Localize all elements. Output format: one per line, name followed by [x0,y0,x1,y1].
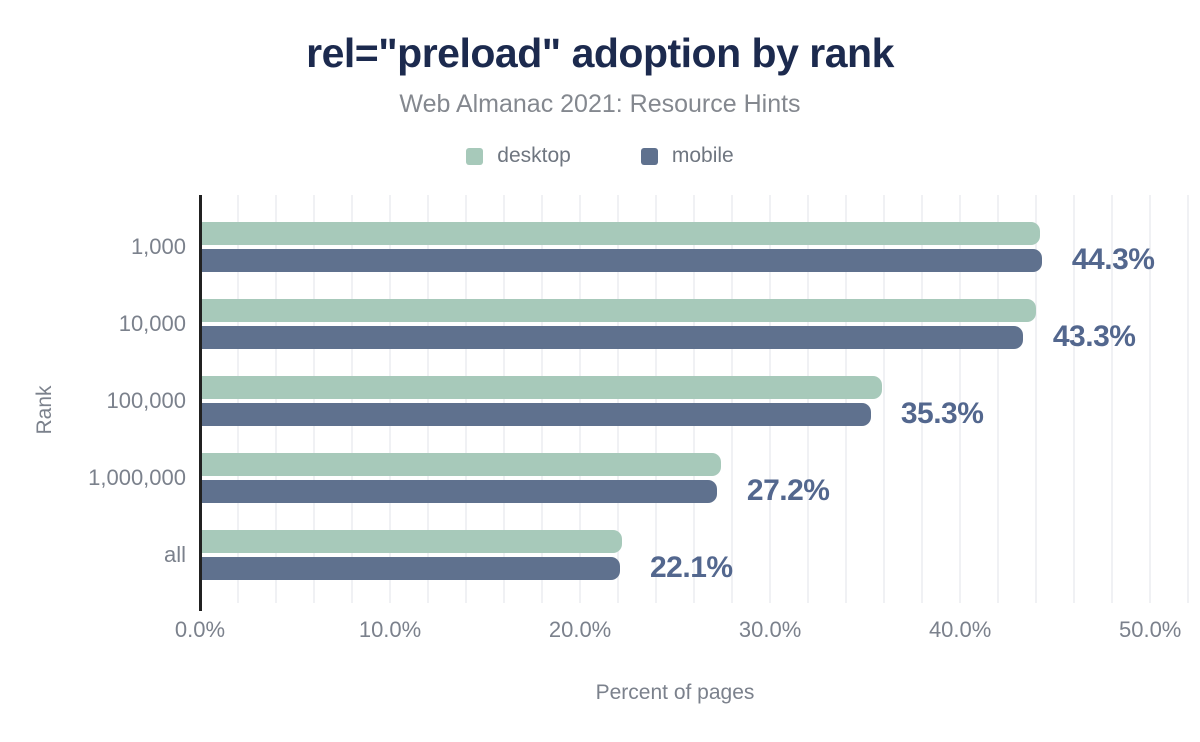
legend-label-mobile: mobile [671,144,734,167]
value-label-all: 22.1% [649,551,733,585]
x-axis-title: Percent of pages [595,681,755,704]
bar-mobile-1000000[interactable] [202,480,717,504]
legend-swatch-mobile-icon [640,147,658,165]
gridline [997,195,1000,603]
legend-swatch-desktop-icon [466,147,484,165]
value-label-10000: 43.3% [1052,320,1136,354]
y-tick-label-1000000: 1,000,000 [88,465,186,491]
y-tick-label-1000: 1,000 [130,234,186,259]
x-tick-label-20: 20.0% [548,617,612,642]
bar-mobile-100000[interactable] [202,403,871,427]
y-tick-label-10000: 10,000 [118,311,186,337]
bar-desktop-1000000[interactable] [202,453,721,477]
bar-mobile-1000[interactable] [202,249,1042,272]
gridline [1073,195,1076,603]
x-tick-label-0: 0.0% [174,617,226,642]
legend-label-desktop: desktop [497,144,571,167]
bar-desktop-1000[interactable] [202,222,1040,245]
x-tick-label-30: 30.0% [738,617,802,642]
legend: desktop mobile [0,144,1200,168]
gridline [1187,195,1190,603]
x-tick-label-40: 40.0% [928,617,992,642]
gridline [1035,195,1038,603]
legend-item-mobile[interactable]: mobile [640,144,734,168]
gridline [921,195,924,603]
bar-mobile-all[interactable] [202,557,620,581]
chart-subtitle: Web Almanac 2021: Resource Hints [399,90,801,118]
x-tick-label-50: 50.0% [1118,617,1182,642]
y-tick-label-all: all [163,542,186,568]
gridline [1111,195,1114,603]
plot-area: 44.3% 43.3% 35.3% 27.2% 22.1% [200,195,1192,603]
bar-desktop-10000[interactable] [202,299,1037,323]
value-label-1000: 44.3% [1071,243,1155,276]
chart-title: rel="preload" adoption by rank [306,30,894,76]
bar-mobile-10000[interactable] [202,326,1023,350]
bar-desktop-all[interactable] [202,530,622,554]
gridline [883,195,886,603]
value-label-1000000: 27.2% [746,474,830,508]
bar-desktop-100000[interactable] [202,376,883,400]
gridline [959,195,962,603]
value-label-100000: 35.3% [900,397,984,431]
y-tick-label-100000: 100,000 [106,388,186,414]
gridline [1149,195,1152,603]
y-axis-line [199,195,202,611]
y-axis-title: Rank [33,385,56,435]
legend-item-desktop[interactable]: desktop [466,144,571,168]
x-tick-label-10: 10.0% [358,617,422,642]
